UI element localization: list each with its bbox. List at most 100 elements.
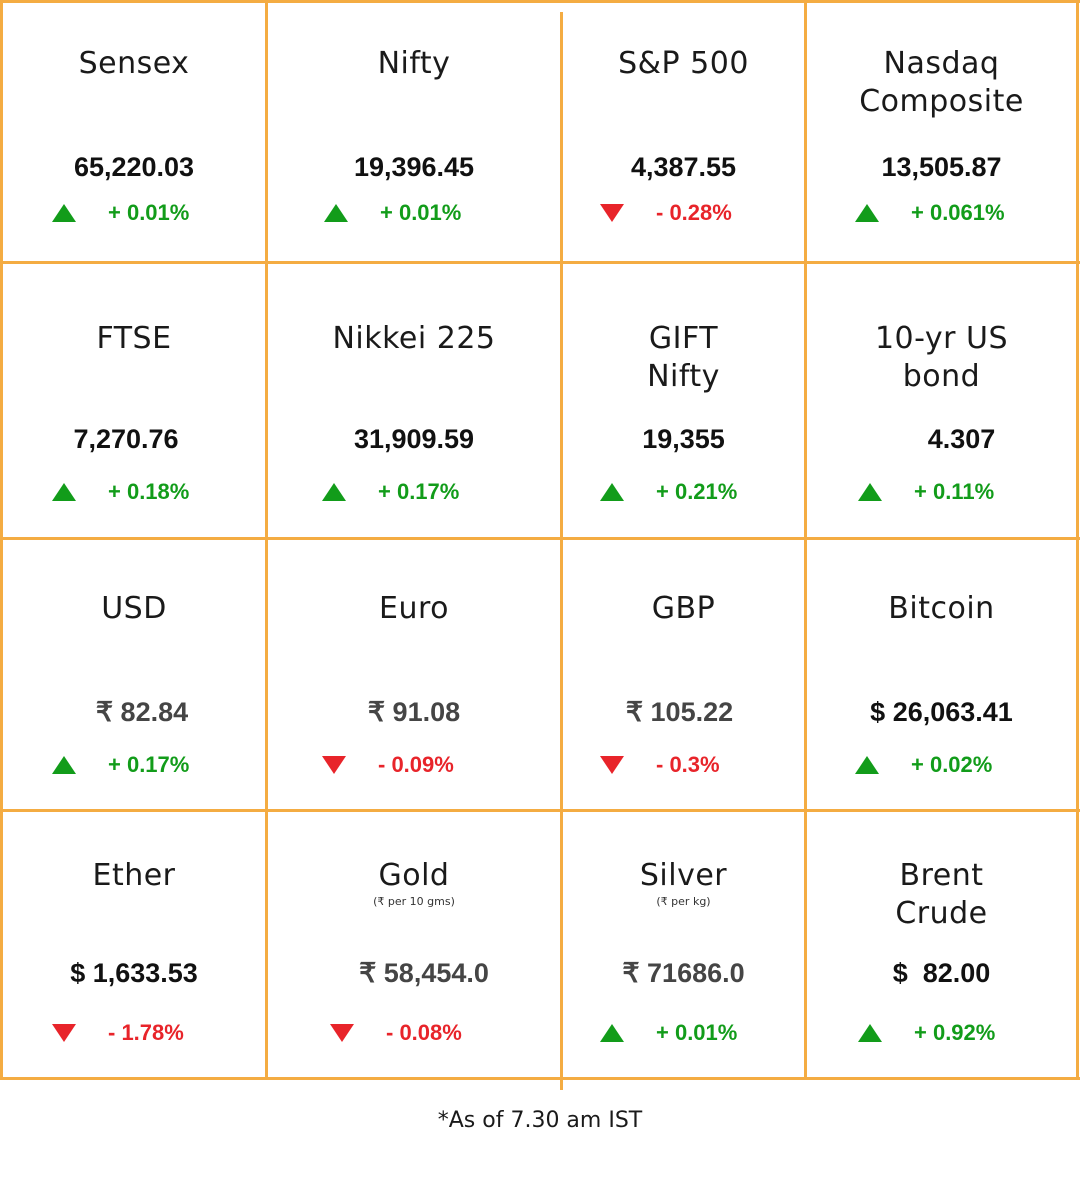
market-tile: GIFT Nifty 19,355 (563, 0, 804, 1080)
tile-value: 65,220.03 (73, 152, 195, 182)
tile-change: - 0.08% (330, 1020, 462, 1046)
tile-change-percent: + 0.17% (108, 752, 190, 777)
grid-line (0, 537, 1080, 540)
triangle-up-icon (858, 483, 882, 501)
market-tile: Brent Crude $ 82.00 (807, 0, 1076, 1080)
tile-name: Euro (379, 591, 449, 626)
tile-change-percent: - 0.3% (656, 752, 720, 777)
tile-change: + 0.11% (858, 479, 994, 505)
triangle-up-icon (855, 756, 879, 774)
triangle-up-icon (322, 483, 346, 501)
tile-name: Silver (639, 858, 728, 893)
triangle-down-icon (330, 1024, 354, 1042)
market-grid: Sensex 65,220.03 + 0.01% Nifty 19,396.45 + 0.… (0, 0, 1080, 1090)
market-tile: Silver (₹ per kg) ₹ 71686.0 (563, 0, 804, 1080)
tile-name: Bitcoin (888, 591, 995, 626)
triangle-up-icon (855, 204, 879, 222)
grid-line (804, 0, 807, 1080)
tile-name: Brent Crude (895, 858, 988, 931)
tile-value: ₹ 91.08 (367, 697, 461, 727)
tile-change: + 0.17% (322, 479, 459, 505)
tile-name: Nikkei 225 (332, 321, 496, 356)
tile-change: + 0.01% (600, 1020, 737, 1046)
tile-change-percent: + 0.92% (914, 1020, 996, 1045)
tile-change: + 0.061% (855, 200, 1005, 226)
tile-change-percent: + 0.02% (911, 752, 993, 777)
tile-change-percent: + 0.17% (378, 479, 460, 504)
tile-change-percent: - 0.28% (656, 200, 732, 225)
grid-line (0, 0, 1080, 3)
tile-change: + 0.02% (855, 752, 992, 778)
tile-change-percent: + 0.061% (911, 200, 1005, 225)
triangle-up-icon (600, 483, 624, 501)
tile-change-percent: - 0.09% (378, 752, 454, 777)
tile-change-percent: + 0.01% (108, 200, 190, 225)
tile-value: 31,909.59 (353, 424, 475, 454)
grid-line (1076, 0, 1079, 1080)
tile-name: Ether (92, 858, 176, 893)
tile-value: $ 26,063.41 (870, 697, 1013, 727)
tile-change-percent: + 0.18% (108, 479, 190, 504)
tile-value: 19,396.45 (353, 152, 475, 182)
tile-name: Gold (378, 858, 450, 893)
market-tile: 10-yr US bond 4.307 (807, 0, 1076, 1080)
tile-change-percent: - 1.78% (108, 1020, 184, 1045)
tile-value: $ 82.00 (892, 958, 991, 988)
tile-value: 4,387.55 (630, 152, 737, 182)
tile-change-percent: + 0.11% (914, 479, 995, 504)
tile-name: S&P 500 (618, 46, 749, 81)
tile-change: + 0.01% (52, 200, 189, 226)
tile-value: ₹ 82.84 (95, 697, 189, 727)
tile-change: + 0.17% (52, 752, 189, 778)
tile-name: GIFT Nifty (647, 321, 720, 394)
market-tile: Nifty 19,396.45 (268, 0, 560, 1080)
tile-change: + 0.21% (600, 479, 737, 505)
market-tile: Bitcoin $ 26,063.41 (807, 0, 1076, 1080)
tile-name: FTSE (96, 321, 172, 356)
triangle-up-icon (324, 204, 348, 222)
tile-change-percent: + 0.01% (656, 1020, 738, 1045)
tile-change: + 0.92% (858, 1020, 995, 1046)
tile-name: 10-yr US bond (874, 321, 1009, 394)
tile-unit: (₹ per 10 gms) (373, 895, 455, 908)
tile-value: ₹ 105.22 (625, 697, 734, 727)
tile-name: Nasdaq Composite (859, 46, 1024, 119)
tile-name: Nifty (377, 46, 451, 81)
market-tile: Nasdaq Composite 13,505.87 (807, 0, 1076, 1080)
tile-change: - 0.09% (322, 752, 454, 778)
triangle-up-icon (52, 756, 76, 774)
grid-line (0, 809, 1080, 812)
market-tile: Sensex 65,220.03 (3, 0, 265, 1080)
tile-change-percent: - 0.08% (386, 1020, 462, 1045)
market-tile: Euro ₹ 91.08 (268, 0, 560, 1080)
tile-change: - 0.28% (600, 200, 732, 226)
tile-value: 13,505.87 (881, 152, 1002, 182)
market-tile: S&P 500 4,387.55 (563, 0, 804, 1080)
tile-name: Sensex (78, 46, 190, 81)
market-tile: Ether $ 1,633.53 (3, 0, 265, 1080)
tile-name: USD (101, 591, 167, 626)
market-tile: Nikkei 225 31,909.59 (268, 0, 560, 1080)
tile-value: 4.307 (927, 424, 996, 454)
tile-change: + 0.01% (324, 200, 461, 226)
tile-change-percent: + 0.01% (380, 200, 462, 225)
market-tile: Gold (₹ per 10 gms) ₹ 58,454.0 (268, 0, 560, 1080)
tile-value: 19,355 (642, 424, 725, 454)
tile-change: - 1.78% (52, 1020, 184, 1046)
tile-value: 7,270.76 (73, 424, 179, 454)
triangle-down-icon (52, 1024, 76, 1042)
grid-line (0, 0, 3, 1080)
market-tile: GBP ₹ 105.22 (563, 0, 804, 1080)
triangle-down-icon (600, 756, 624, 774)
grid-line (560, 12, 563, 1090)
triangle-down-icon (322, 756, 346, 774)
triangle-up-icon (858, 1024, 882, 1042)
tile-name: GBP (651, 591, 716, 626)
tile-change: - 0.3% (600, 752, 720, 778)
grid-line (0, 1077, 1080, 1080)
tile-value: $ 1,633.53 (70, 958, 198, 988)
market-tile: FTSE 7,270.76 (3, 0, 265, 1080)
triangle-up-icon (52, 483, 76, 501)
tile-change-percent: + 0.21% (656, 479, 738, 504)
triangle-down-icon (600, 204, 624, 222)
